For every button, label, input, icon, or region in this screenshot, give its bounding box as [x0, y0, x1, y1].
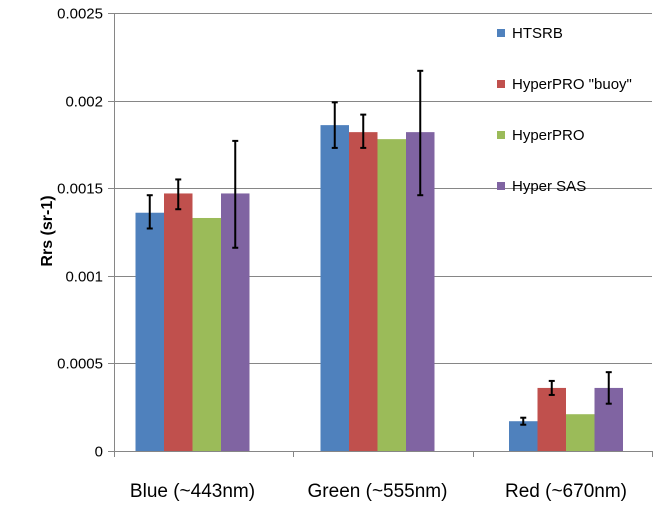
axes [108, 13, 653, 457]
x-category-label: Red (~670nm) [505, 481, 627, 502]
legend-label: HTSRB [512, 25, 563, 42]
error-bars [146, 69, 612, 426]
legend: HTSRB HyperPRO "buoy" HyperPRO Hyper SAS [497, 25, 632, 195]
bar [164, 193, 193, 451]
legend-swatch [497, 29, 505, 37]
bar [377, 139, 406, 452]
legend-label: Hyper SAS [512, 178, 586, 195]
bar [509, 421, 538, 451]
legend-item: HTSRB [497, 25, 563, 42]
legend-item: HyperPRO "buoy" [497, 76, 632, 93]
legend-item: Hyper SAS [497, 178, 586, 195]
bars [135, 125, 623, 452]
y-axis-title: Rrs (sr-1) [39, 195, 56, 266]
legend-label: HyperPRO "buoy" [512, 76, 632, 93]
x-category-label: Green (~555nm) [308, 481, 448, 502]
bar [320, 125, 349, 452]
x-category-labels: Blue (~443nm) Green (~555nm) Red (~670nm) [130, 481, 627, 502]
y-tick-label: 0 [95, 444, 103, 461]
y-tick-label: 0.0005 [57, 356, 103, 373]
y-tick-label: 0.0015 [57, 181, 103, 198]
legend-item: HyperPRO [497, 127, 585, 144]
bar [192, 217, 221, 451]
bar [349, 132, 378, 452]
legend-swatch [497, 131, 505, 139]
legend-label: HyperPRO [512, 127, 585, 144]
legend-swatch [497, 182, 505, 190]
y-tick-label: 0.001 [65, 269, 103, 286]
y-tick-label: 0.0025 [57, 6, 103, 23]
legend-swatch [497, 80, 505, 88]
bar [135, 212, 164, 451]
y-tick-labels: 0 0.0005 0.001 0.0015 0.002 0.0025 [57, 6, 103, 461]
bar [537, 387, 566, 451]
y-tick-label: 0.002 [65, 94, 103, 111]
bar [566, 414, 595, 451]
x-category-label: Blue (~443nm) [130, 481, 255, 502]
